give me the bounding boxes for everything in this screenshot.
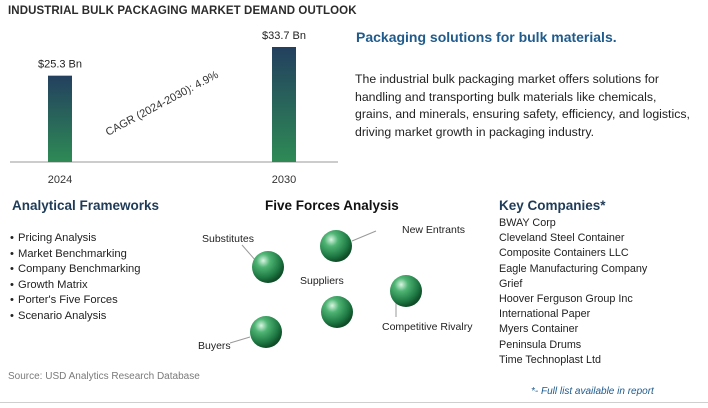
bar-2030: [272, 47, 296, 162]
list-item: BWAY Corp: [499, 217, 556, 229]
list-item: International Paper: [499, 308, 591, 321]
connector-line: [229, 336, 251, 344]
sphere-icon: [320, 230, 352, 262]
list-item: Composite Containers LLC: [499, 247, 629, 260]
page-title: INDUSTRIAL BULK PACKAGING MARKET DEMAND …: [8, 5, 357, 17]
bar-value-label: $33.7 Bn: [262, 30, 306, 42]
frameworks-title: Analytical Frameworks: [12, 198, 160, 213]
list-item: Pricing Analysis: [10, 231, 141, 247]
sphere-icon: [252, 251, 284, 283]
frameworks-list: Pricing Analysis Market Benchmarking Com…: [10, 231, 141, 325]
list-item: Cleveland Steel Container: [499, 232, 625, 245]
list-item: Porter's Five Forces: [10, 293, 141, 309]
headline: Packaging solutions for bulk materials.: [356, 29, 617, 45]
x-tick-label: 2030: [272, 174, 296, 186]
list-item: Myers Container: [499, 323, 579, 336]
companies-title: Key Companies*: [499, 198, 606, 213]
force-buyers: Buyers: [198, 296, 353, 352]
force-substitutes: Substitutes: [202, 233, 284, 283]
divider: [0, 402, 708, 403]
five-forces-title: Five Forces Analysis: [265, 198, 399, 213]
five-forces-diagram: Substitutes New Entrants Suppliers Compe…: [198, 224, 473, 352]
cagr-value: 4.9%: [193, 69, 221, 91]
force-label: Buyers: [198, 340, 231, 352]
list-item: Peninsula Drums: [499, 338, 582, 351]
footnote: *- Full list available in report: [531, 386, 654, 397]
list-item: Hoover Ferguson Group Inc: [499, 293, 633, 306]
bar-value-label: $25.3 Bn: [38, 59, 82, 71]
list-item: Eagle Manufacturing Company: [499, 262, 648, 275]
force-competitive-rivalry: Competitive Rivalry: [382, 275, 473, 333]
bar-2024: [48, 75, 72, 162]
list-item: Market Benchmarking: [10, 247, 141, 263]
list-item: Company Benchmarking: [10, 262, 141, 278]
cagr-label: CAGR (2024-2030):4.9%: [104, 69, 221, 139]
sphere-icon: [390, 275, 422, 307]
list-item: Grief: [499, 277, 523, 290]
sphere-icon: [250, 316, 282, 348]
connector-line: [351, 230, 377, 242]
sphere-icon: [321, 296, 353, 328]
description: The industrial bulk packaging market off…: [355, 72, 690, 139]
force-new-entrants: New Entrants: [320, 224, 465, 262]
force-label: New Entrants: [402, 224, 465, 236]
force-label: Competitive Rivalry: [382, 321, 473, 333]
list-item: Growth Matrix: [10, 278, 141, 294]
connector-line: [241, 244, 257, 262]
x-tick-label: 2024: [48, 174, 72, 186]
companies-list: BWAY Corp Cleveland Steel Container Comp…: [499, 216, 647, 368]
list-item: Time Technoplast Ltd: [499, 353, 602, 366]
force-label: Substitutes: [202, 233, 254, 245]
list-item: Scenario Analysis: [10, 309, 141, 325]
force-label: Suppliers: [300, 275, 344, 287]
force-suppliers: Suppliers: [300, 275, 344, 287]
bar-chart: $25.3 Bn 2024 $33.7 Bn 2030 CAGR (2024-2030…: [10, 30, 338, 186]
source-note: Source: USD Analytics Research Database: [8, 371, 200, 382]
